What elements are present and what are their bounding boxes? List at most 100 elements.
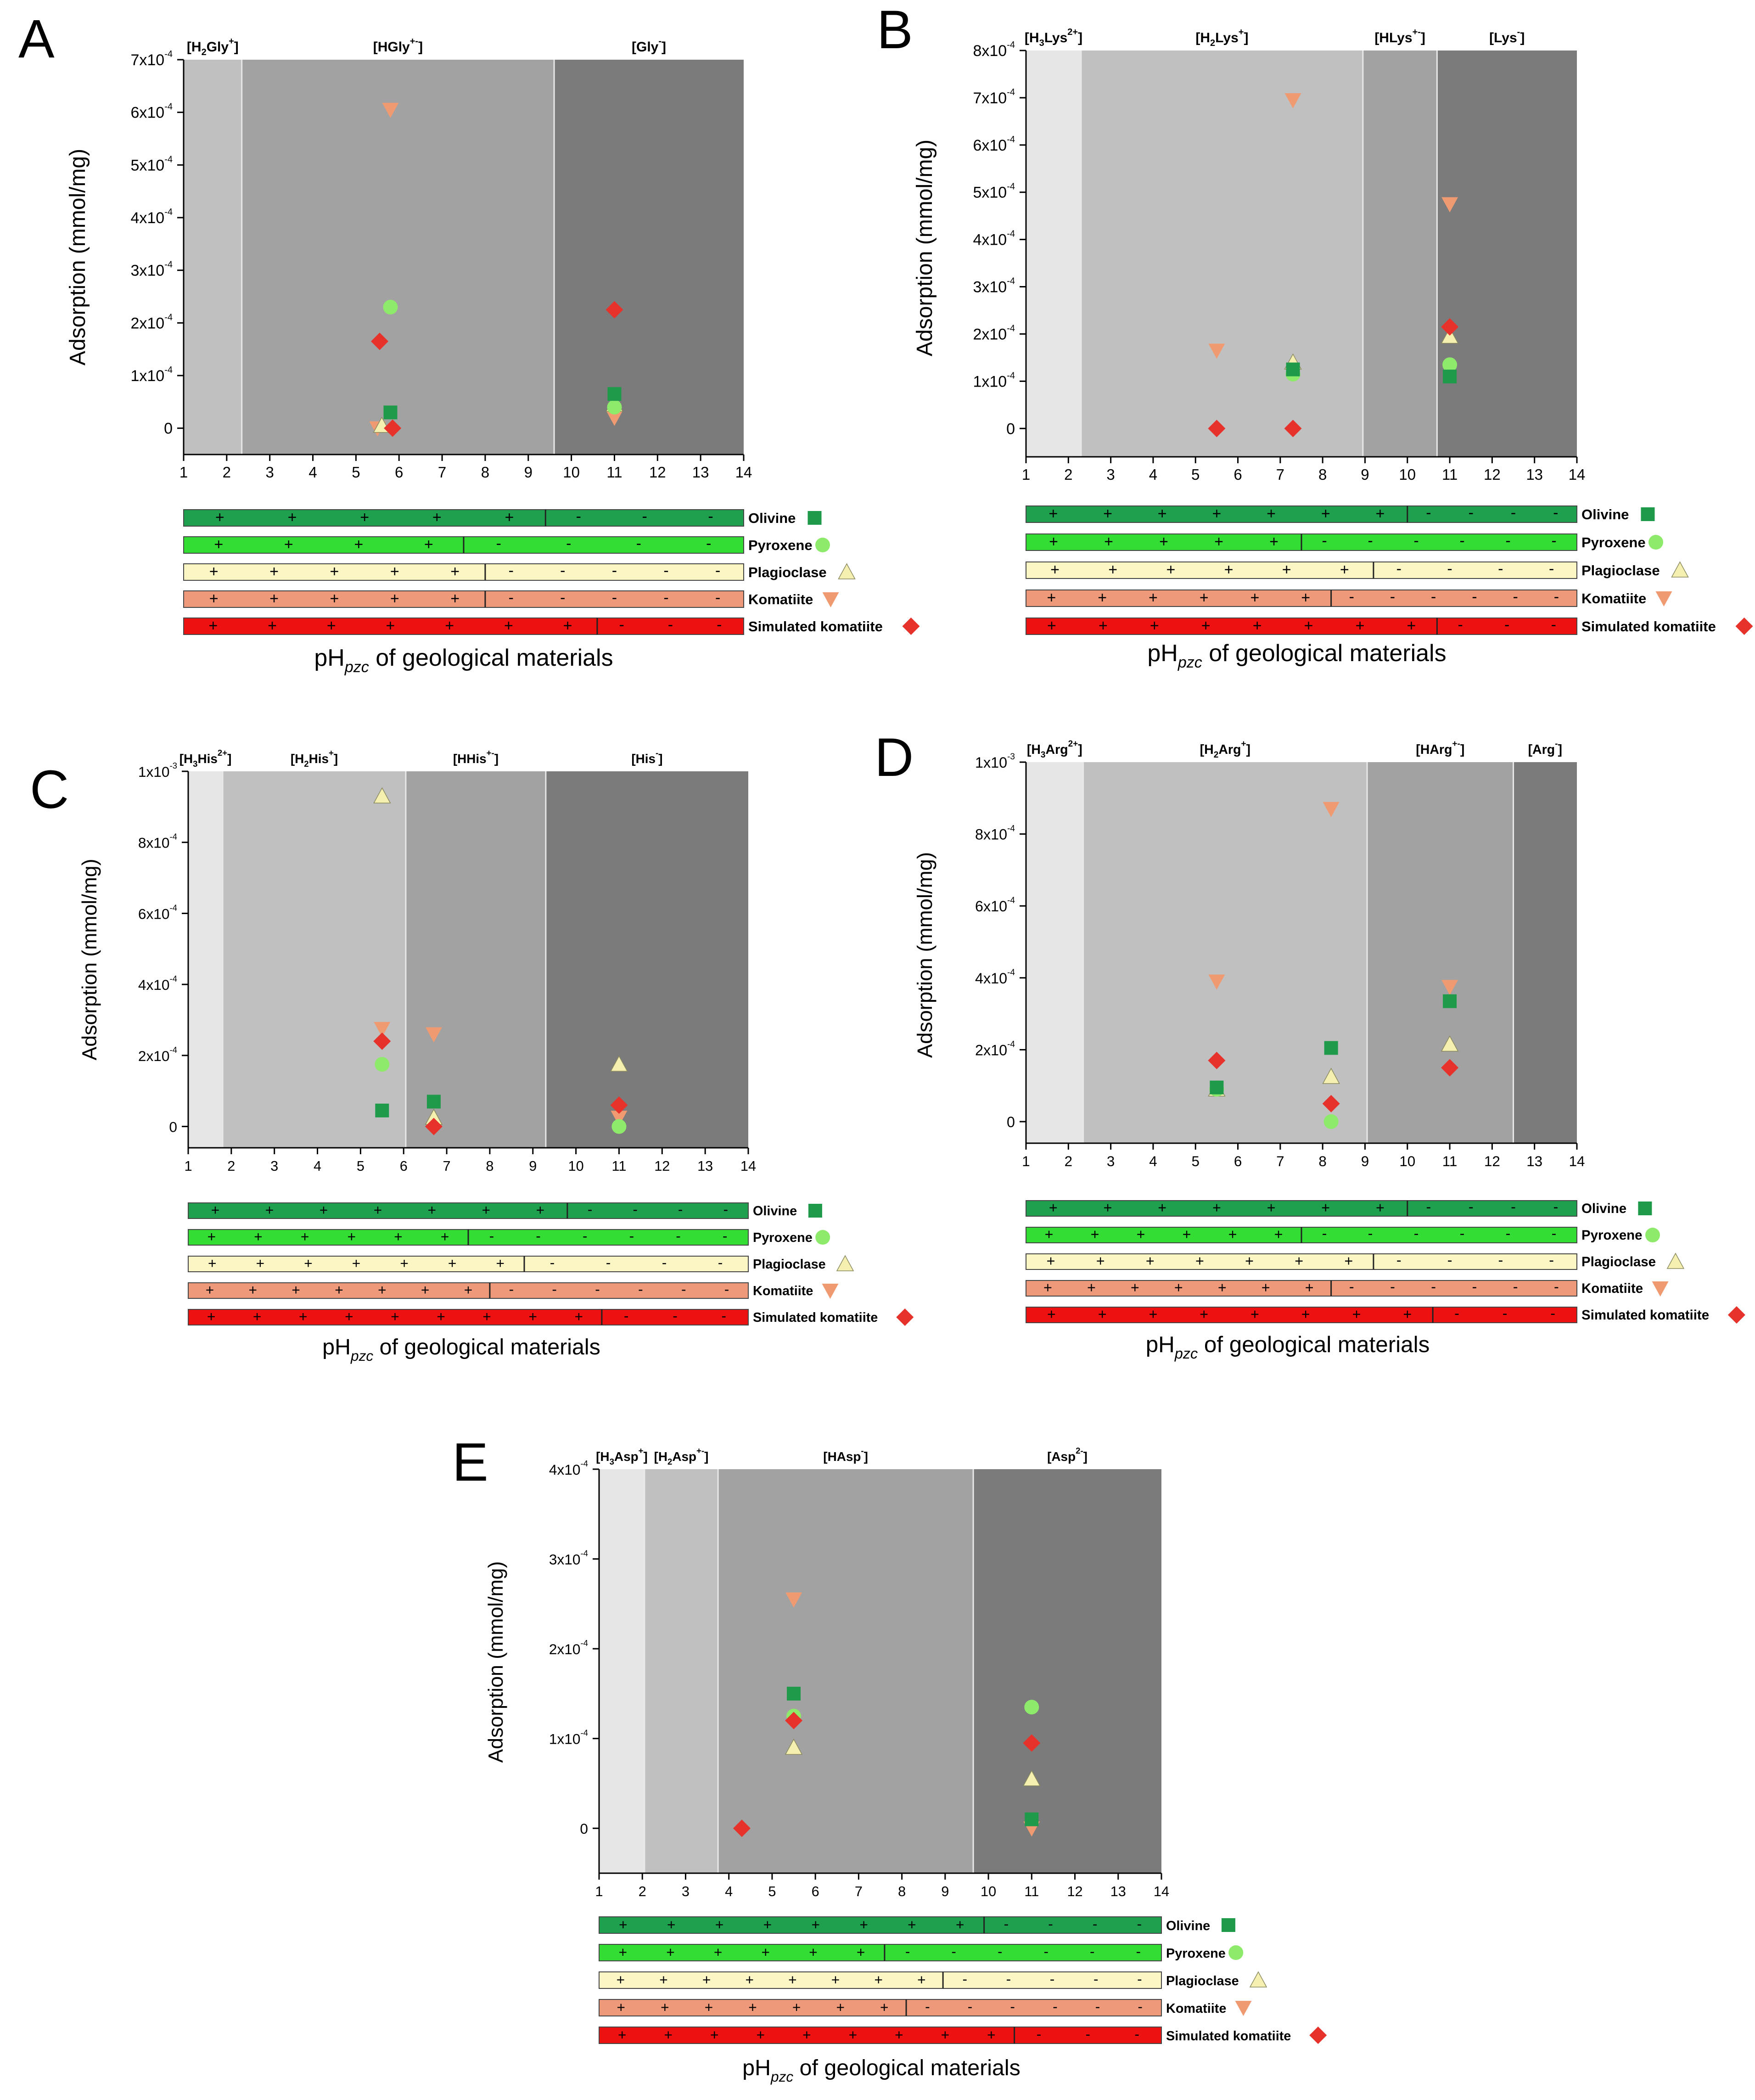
species-label: [H2Gly+] — [187, 36, 239, 57]
charge-minus: - — [1093, 1915, 1098, 1932]
y-tick-label: 2x10-4 — [975, 1039, 1015, 1058]
legend-label: Simulated komatiite — [1581, 618, 1716, 634]
charge-plus: + — [618, 2027, 626, 2043]
data-point-komatiite — [1441, 980, 1458, 995]
charge-plus: + — [812, 1916, 820, 1933]
charge-plus: + — [529, 1308, 537, 1325]
legend-marker — [1309, 2027, 1327, 2044]
charge-plus: + — [464, 1282, 472, 1298]
charge-plus: + — [345, 1308, 353, 1325]
charge-plus: + — [254, 1229, 262, 1245]
charge-minus: - — [1396, 560, 1402, 578]
charge-plus: + — [330, 563, 339, 580]
charge-plus: + — [1301, 589, 1310, 606]
species-region — [1026, 762, 1083, 1143]
pzc-bar — [183, 563, 744, 581]
charge-minus: - — [489, 1227, 494, 1244]
charge-plus: + — [857, 1944, 865, 1960]
legend-marker — [808, 1204, 822, 1218]
charge-plus: + — [268, 617, 277, 634]
charge-plus: + — [1253, 617, 1262, 634]
charge-minus: - — [1134, 2026, 1139, 2042]
y-axis-label: Adsorption (mmol/mg) — [78, 859, 101, 1061]
legend-marker — [1655, 591, 1672, 606]
charge-plus: + — [748, 1999, 757, 2016]
data-point-simulated-komatiite — [384, 419, 402, 437]
charge-plus: + — [450, 563, 460, 580]
species-region — [1081, 51, 1363, 457]
x-tick-label: 7 — [855, 1883, 863, 1899]
charge-plus: + — [1146, 1253, 1155, 1269]
charge-plus: + — [1250, 589, 1260, 606]
x-tick-label: 1 — [1022, 466, 1030, 483]
charge-plus: + — [445, 617, 454, 634]
charge-plus: + — [1301, 1306, 1310, 1323]
x-tick-label: 4 — [314, 1158, 321, 1174]
legend-marker — [836, 1255, 854, 1271]
panel-letter: E — [452, 1432, 488, 1493]
charge-plus: + — [330, 590, 339, 607]
y-tick-label: 0 — [1007, 1114, 1015, 1130]
charge-minus: - — [1447, 1252, 1452, 1268]
charge-minus: - — [1349, 588, 1354, 606]
data-point-olivine — [607, 387, 622, 401]
charge-plus: + — [667, 1916, 675, 1933]
x-tick-label: 8 — [486, 1158, 493, 1174]
y-axis-label: Adsorption (mmol/mg) — [485, 1561, 507, 1763]
legend-marker — [807, 511, 822, 525]
charge-minus: - — [668, 616, 673, 634]
charge-plus: + — [1049, 505, 1058, 522]
species-region — [1437, 51, 1577, 457]
legend-marker — [1249, 1971, 1267, 1988]
legend-marker — [815, 1230, 830, 1245]
pzc-bar — [1026, 505, 1577, 523]
x-tick-label: 6 — [400, 1158, 408, 1174]
legend-marker — [896, 1308, 914, 1326]
legend-label: Plagioclase — [748, 564, 827, 580]
charge-plus: + — [215, 509, 224, 526]
charge-plus: + — [249, 1282, 257, 1298]
charge-plus: + — [788, 1971, 796, 1988]
species-region — [644, 1469, 718, 1873]
charge-minus: - — [576, 508, 581, 525]
charge-minus: - — [724, 1280, 729, 1297]
species-label: [H2Arg+] — [1200, 739, 1250, 760]
charge-minus: - — [1053, 1998, 1058, 2015]
x-tick-label: 11 — [1442, 466, 1458, 483]
x-tick-label: 4 — [1149, 1153, 1157, 1169]
charge-plus: + — [390, 563, 399, 580]
charge-plus: + — [482, 1202, 490, 1218]
charge-minus: - — [638, 1280, 643, 1297]
charge-plus: + — [1305, 1280, 1314, 1296]
y-tick-label: 6x10-4 — [138, 903, 177, 922]
x-tick-label: 13 — [1110, 1883, 1126, 1899]
data-point-simulated-komatiite — [606, 301, 623, 319]
data-point-simulated-komatiite — [425, 1117, 443, 1135]
charge-plus: + — [702, 1971, 711, 1988]
charge-plus: + — [1103, 505, 1112, 522]
x-tick-label: 3 — [1107, 1153, 1115, 1169]
charge-plus: + — [1096, 1253, 1105, 1269]
data-point-pyroxene — [1323, 1114, 1339, 1129]
species-region — [545, 771, 748, 1148]
charge-minus: - — [925, 1998, 930, 2015]
y-tick-label: 6x10-4 — [973, 135, 1015, 154]
charge-plus: + — [661, 1999, 669, 2016]
x-tick-label: 11 — [1024, 1883, 1039, 1899]
charge-plus: + — [482, 1308, 491, 1325]
data-point-komatiite — [1208, 343, 1225, 359]
species-label: [H3Lys2+] — [1025, 27, 1082, 48]
charge-plus: + — [617, 1971, 625, 1988]
x-tick-label: 8 — [898, 1883, 906, 1899]
pzc-bar — [188, 1282, 749, 1299]
charge-minus: - — [1037, 2026, 1042, 2042]
species-region — [1363, 51, 1437, 457]
x-axis-label: pHpzc of geological materials — [1147, 640, 1446, 671]
charge-plus: + — [1099, 617, 1108, 634]
charge-minus: - — [612, 589, 617, 606]
charge-plus: + — [335, 1282, 343, 1298]
pzc-bar — [188, 1256, 749, 1272]
charge-plus: + — [1108, 561, 1117, 578]
charge-minus: - — [1413, 532, 1419, 550]
species-region — [554, 60, 744, 455]
